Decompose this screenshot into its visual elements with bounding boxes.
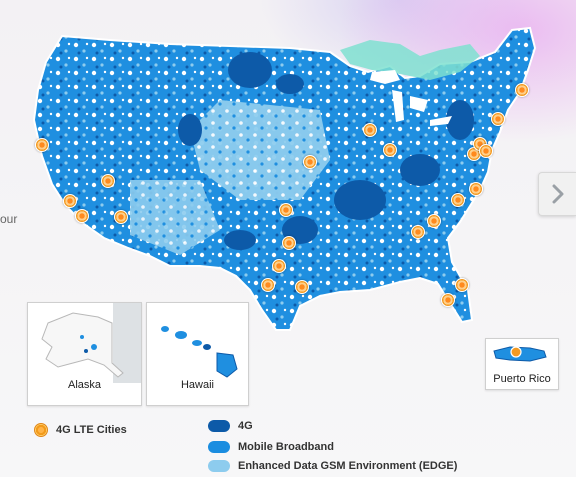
puerto-rico-map bbox=[493, 346, 547, 362]
city-marker[interactable] bbox=[383, 143, 397, 157]
legend-broadband: Mobile Broadband bbox=[208, 441, 334, 453]
city-marker[interactable] bbox=[35, 138, 49, 152]
4g-swatch bbox=[208, 420, 230, 432]
city-marker[interactable] bbox=[363, 123, 377, 137]
chevron-right-icon bbox=[552, 184, 563, 204]
canada-edge-region bbox=[340, 40, 480, 80]
city-marker[interactable] bbox=[303, 155, 317, 169]
city-marker[interactable] bbox=[479, 144, 493, 158]
city-marker[interactable] bbox=[411, 225, 425, 239]
broadband-swatch bbox=[208, 441, 230, 453]
city-marker[interactable] bbox=[272, 259, 286, 273]
city-marker[interactable] bbox=[282, 236, 296, 250]
city-marker[interactable] bbox=[75, 209, 89, 223]
great-lakes bbox=[370, 70, 452, 126]
legend-4g-label: 4G bbox=[238, 420, 253, 432]
city-marker[interactable] bbox=[261, 278, 275, 292]
city-marker[interactable] bbox=[114, 210, 128, 224]
4g-clusters bbox=[178, 52, 474, 250]
next-slide-button[interactable] bbox=[538, 172, 576, 216]
legend-edge: Enhanced Data GSM Environment (EDGE) bbox=[208, 460, 457, 472]
puerto-rico-inset[interactable]: Puerto Rico bbox=[485, 338, 559, 390]
city-marker[interactable] bbox=[295, 280, 309, 294]
city-marker[interactable] bbox=[491, 112, 505, 126]
side-text-fragment: our bbox=[0, 212, 18, 226]
us-coverage-map bbox=[32, 26, 537, 331]
hawaii-map bbox=[161, 326, 238, 378]
city-marker[interactable] bbox=[515, 83, 529, 97]
hawaii-label: Hawaii bbox=[180, 379, 214, 391]
city-marker[interactable] bbox=[441, 293, 455, 307]
hawaii-inset[interactable]: Hawaii bbox=[146, 302, 249, 406]
city-marker[interactable] bbox=[427, 214, 441, 228]
legend-cities-label: 4G LTE Cities bbox=[56, 424, 127, 436]
city-marker[interactable] bbox=[451, 193, 465, 207]
alaska-map bbox=[41, 303, 141, 383]
edge-swatch bbox=[208, 460, 230, 472]
puerto-rico-label: Puerto Rico bbox=[493, 373, 551, 385]
alaska-label: Alaska bbox=[67, 379, 102, 391]
lte-city-marker-icon bbox=[34, 423, 48, 437]
city-marker[interactable] bbox=[279, 203, 293, 217]
city-marker[interactable] bbox=[63, 194, 77, 208]
legend-broadband-label: Mobile Broadband bbox=[238, 441, 334, 453]
legend-edge-label: Enhanced Data GSM Environment (EDGE) bbox=[238, 460, 458, 472]
city-marker[interactable] bbox=[101, 174, 115, 188]
alaska-inset[interactable]: Alaska bbox=[27, 302, 142, 406]
legend-cities: 4G LTE Cities bbox=[34, 423, 127, 437]
legend-4g: 4G bbox=[208, 420, 253, 432]
edge-zone-central bbox=[190, 100, 330, 200]
city-marker[interactable] bbox=[455, 278, 469, 292]
edge-zone-southwest bbox=[130, 180, 220, 255]
city-marker[interactable] bbox=[469, 182, 483, 196]
